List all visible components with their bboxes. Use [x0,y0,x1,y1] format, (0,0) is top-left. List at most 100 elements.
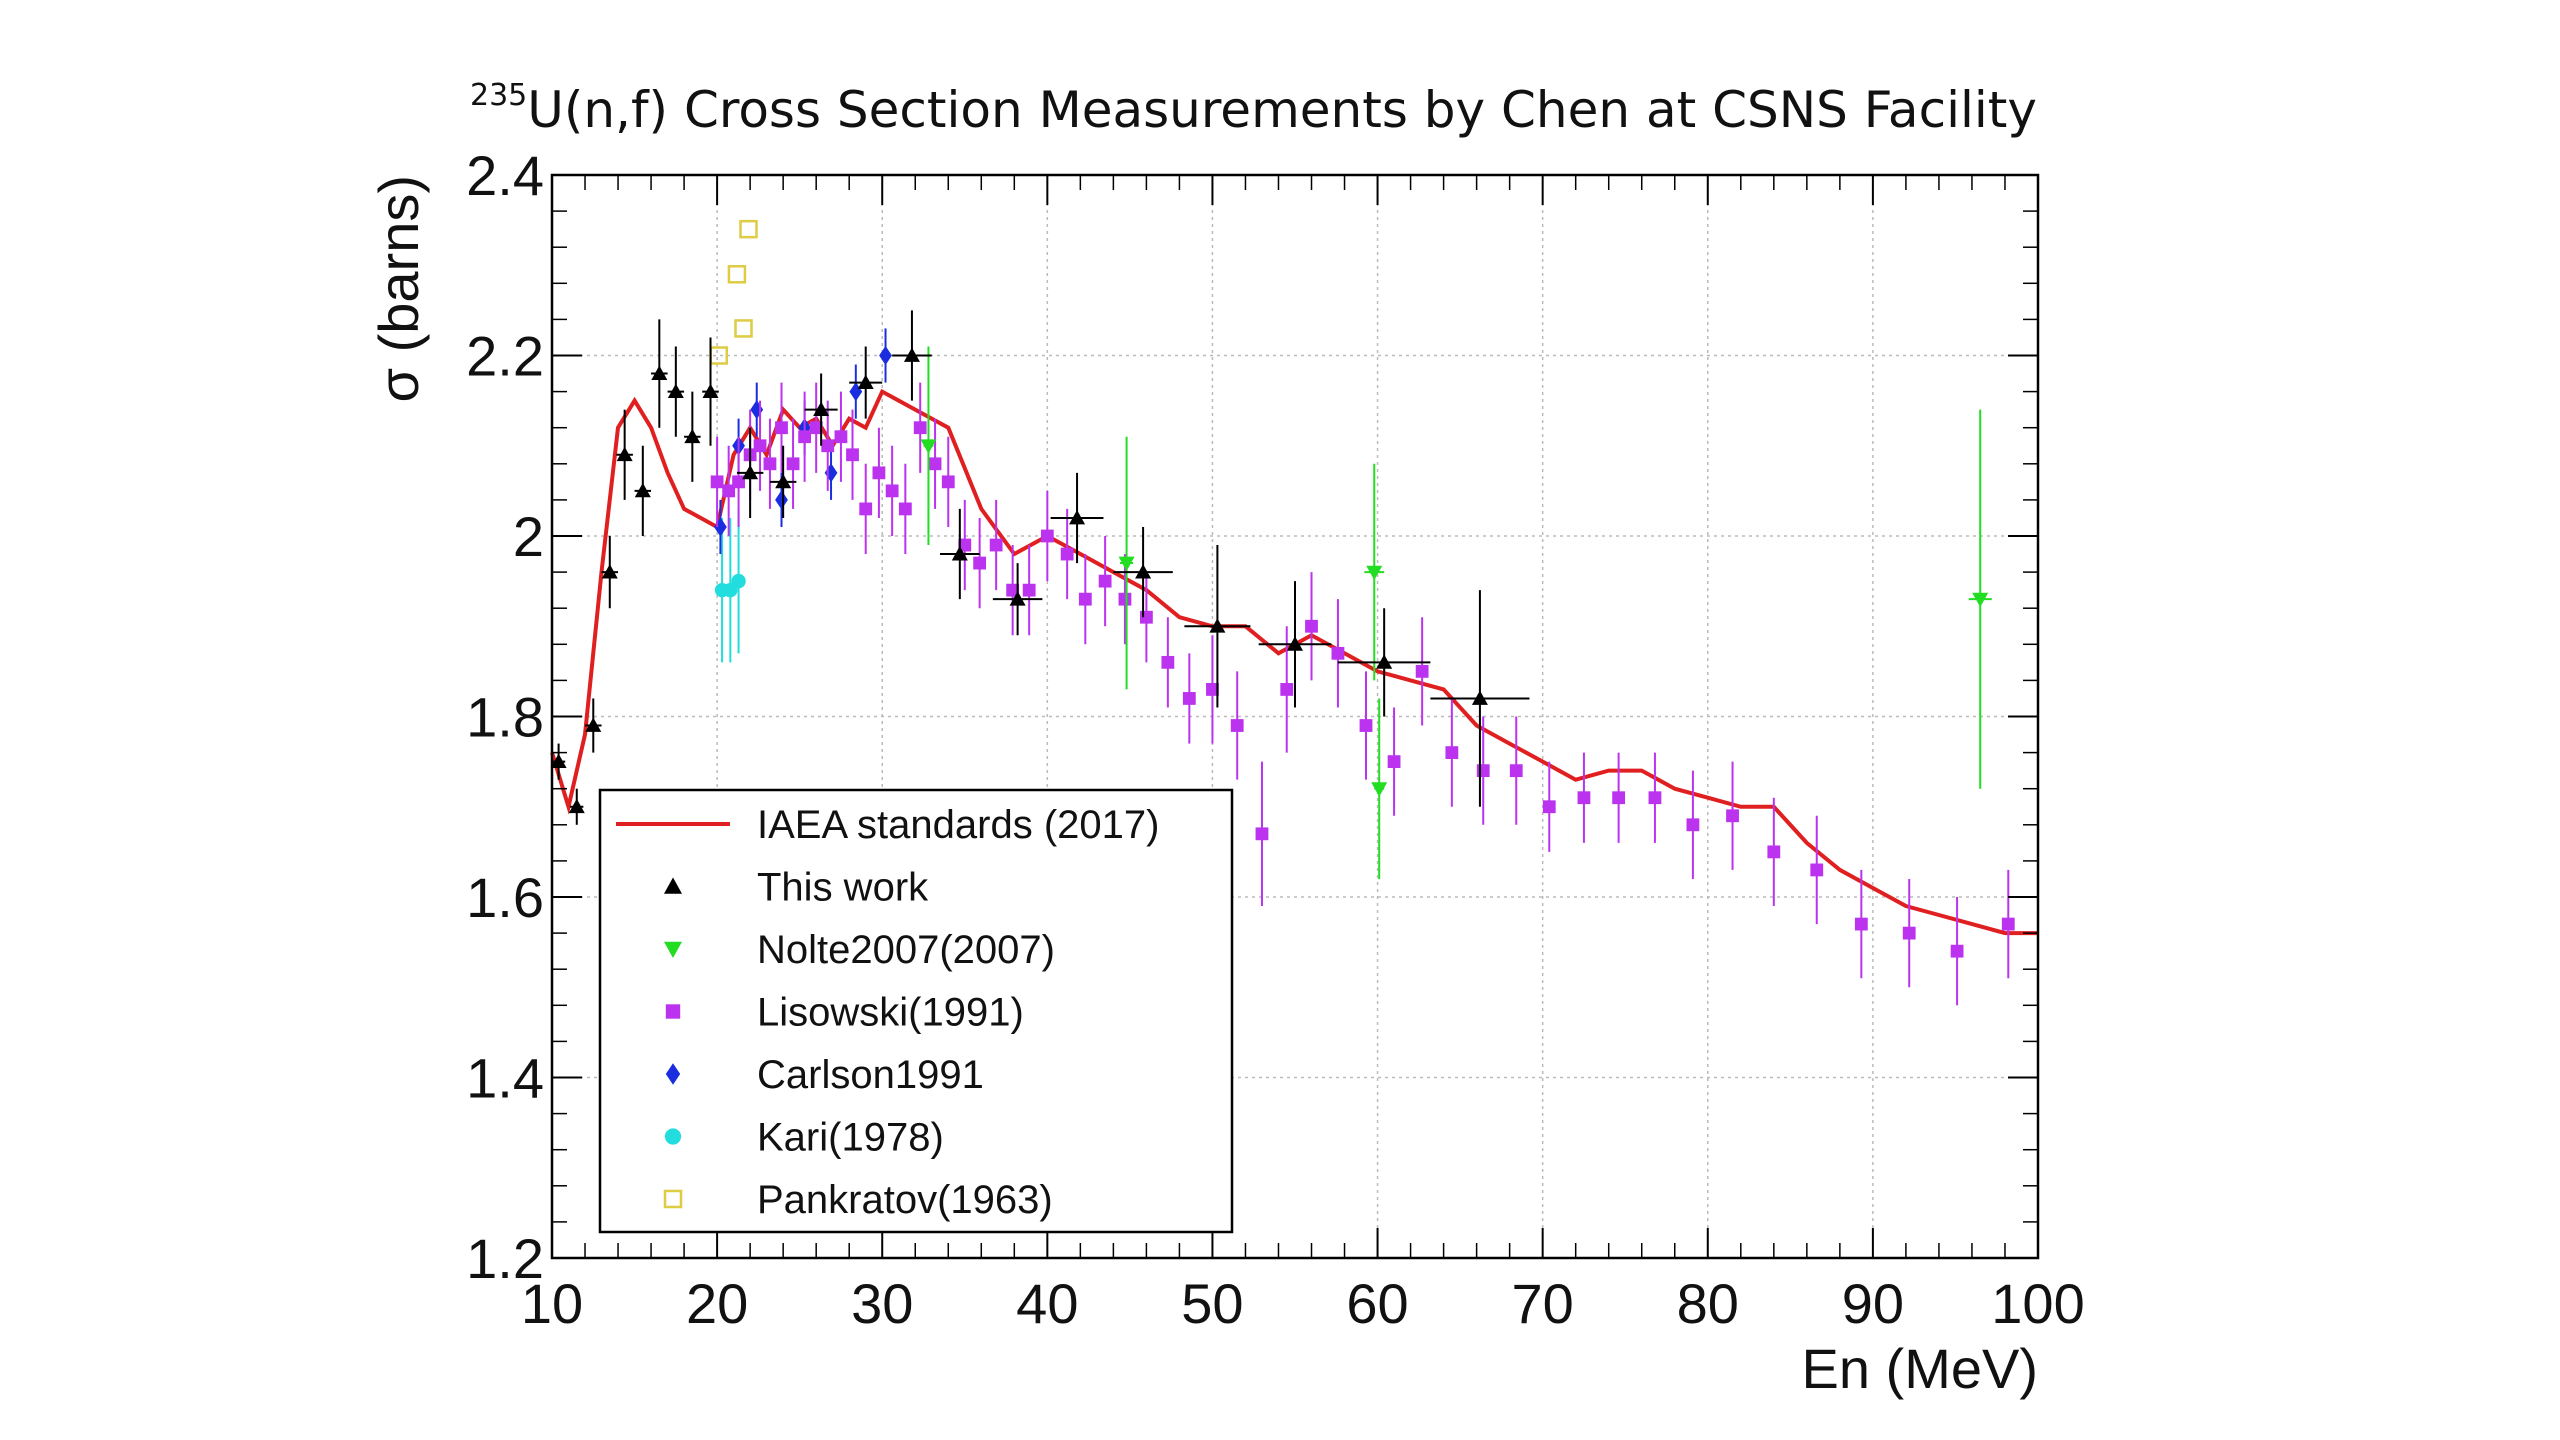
data-point [1118,592,1132,606]
data-point [1854,917,1868,931]
legend-label: Kari(1978) [757,1116,944,1160]
data-point [958,538,972,552]
data-point [1060,547,1074,561]
data-point [1161,655,1175,669]
iaea-standards-curve [550,388,2038,936]
data-point [951,546,968,561]
data-point [585,717,602,732]
x-tick-label: 50 [1181,1272,1243,1335]
legend-marker [664,877,682,894]
data-point [684,428,701,444]
data-point [1359,719,1373,732]
legend-label: Lisowski(1991) [757,991,1024,1035]
data-point [651,365,668,380]
data-point [1376,654,1393,669]
data-point [1612,791,1626,805]
y-tick-label: 2 [513,505,544,568]
x-tick-label: 100 [1991,1272,2084,1335]
data-point [903,347,920,362]
data-point [1182,692,1196,705]
data-point [798,430,812,444]
data-point [821,439,835,453]
data-point [734,319,753,338]
data-point [1206,683,1219,696]
data-point [1078,592,1092,606]
legend: IAEA standards (2017) This work Nolte2007(… [598,788,1234,1234]
curve-layer [550,388,2038,936]
x-tick-label: 10 [521,1272,583,1335]
data-point [1135,564,1152,579]
data-point [710,475,724,489]
data-point [1577,791,1591,805]
data-point [739,219,758,239]
data-point [1767,845,1781,859]
data-point [1471,690,1488,705]
data-point [1006,583,1020,597]
legend-entry-kari-1978: Kari(1978) [664,1116,944,1160]
data-point [568,798,585,814]
data-point [2001,917,2015,931]
y-tick-label: 1.2 [466,1227,544,1290]
data-point [1209,618,1226,633]
data-point [859,502,873,516]
data-point [1040,529,1054,543]
legend-entry-this-work: This work [664,866,929,910]
data-point [941,475,955,489]
data-point [813,401,830,417]
data-point [702,383,719,398]
data-point [1366,565,1383,581]
data-layer [550,219,2015,1006]
data-point [849,382,863,402]
legend-marker [664,941,682,958]
legend-label: IAEA standards (2017) [757,803,1159,847]
data-point [1098,574,1112,588]
data-point [775,490,788,510]
chart-title: 235U(n,f) Cross Section Measurements by … [470,78,2037,139]
x-tick-label: 30 [851,1272,913,1335]
data-point [1255,827,1269,841]
y-tick-label: 2.4 [466,144,544,207]
data-point [1118,556,1135,572]
series-lisowski-1991 [710,382,2015,1006]
series-nolte2007-2007 [920,346,1992,879]
data-point [879,345,892,366]
data-point [1726,809,1739,823]
x-tick-label: 80 [1677,1272,1739,1335]
data-point [809,421,823,435]
data-point [616,446,633,462]
data-point [928,457,942,471]
data-point [1902,926,1916,940]
data-point [667,383,684,398]
y-tick-label: 1.4 [466,1047,544,1110]
legend-entry-nolte2007-2007: Nolte2007(2007) [664,928,1055,972]
legend-entry-lisowski-1991: Lisowski(1991) [665,991,1024,1035]
data-point [731,573,746,589]
series-pankratov-1963 [709,219,758,365]
legend-label: Carlson1991 [757,1053,984,1097]
legend-entry-carlson1991: Carlson1991 [665,1053,984,1097]
x-axis-label: En (MeV) [1802,1337,2039,1400]
data-point [1950,944,1964,958]
data-point [753,439,767,453]
y-axis-label: σ (barns) [367,175,430,403]
data-point [732,475,745,489]
x-tick-label: 40 [1016,1272,1078,1335]
data-point [742,464,759,480]
data-point [1371,782,1388,797]
data-point [763,457,777,471]
legend-marker [665,1004,681,1019]
data-point [775,421,788,435]
legend-box [598,788,1234,1234]
legend-label: This work [757,866,929,910]
data-point [913,421,927,435]
series-kari-1978 [714,508,746,663]
series-this-work [550,310,1530,825]
data-point [1387,755,1401,769]
data-point [1140,610,1153,624]
title-superscript: 235 [470,78,528,113]
data-point [1069,509,1086,525]
data-point [1022,583,1036,597]
data-point [634,482,651,498]
data-point [1542,800,1556,814]
